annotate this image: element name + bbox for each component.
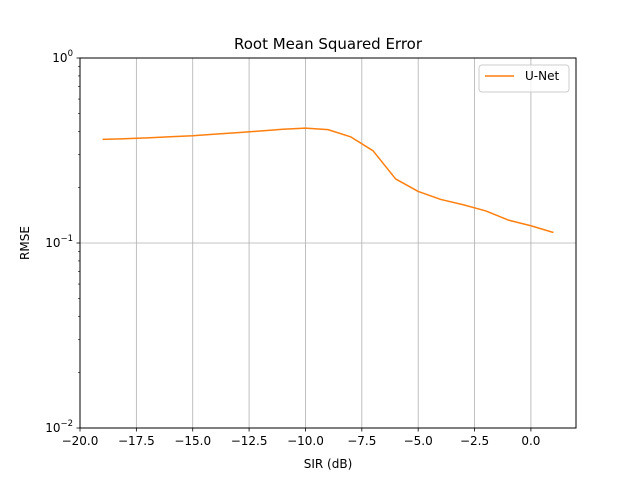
x-tick-label: −12.5 [231,434,268,448]
y-axis: 10−2 10−1 100 [45,49,80,435]
x-tick-label: 0.0 [521,434,540,448]
y-tick-label: 100 [52,49,73,65]
y-tick-label: 10−1 [45,234,73,250]
x-tick-label: −7.5 [347,434,376,448]
legend-frame [478,64,570,93]
y-axis-label: RMSE [18,226,32,260]
legend-label-u-net: U-Net [525,69,559,83]
x-tick-label: −17.5 [118,434,155,448]
x-axis: −20.0 −17.5 −15.0 −12.5 −10.0 −7.5 −5.0 −2.5 0.0 [62,428,540,448]
series-line-u-net [102,127,554,234]
x-tick-label: −2.5 [460,434,489,448]
x-tick-label: −10.0 [287,434,324,448]
x-tick-label: −15.0 [174,434,211,448]
x-tick-label: −5.0 [404,434,433,448]
chart-title: Root Mean Squared Error [234,35,423,53]
x-tick-label: −20.0 [62,434,99,448]
legend: U-Net [478,64,570,93]
x-axis-label: SIR (dB) [304,457,353,471]
y-tick-label: 10−2 [45,419,73,435]
series-layer [102,127,554,234]
